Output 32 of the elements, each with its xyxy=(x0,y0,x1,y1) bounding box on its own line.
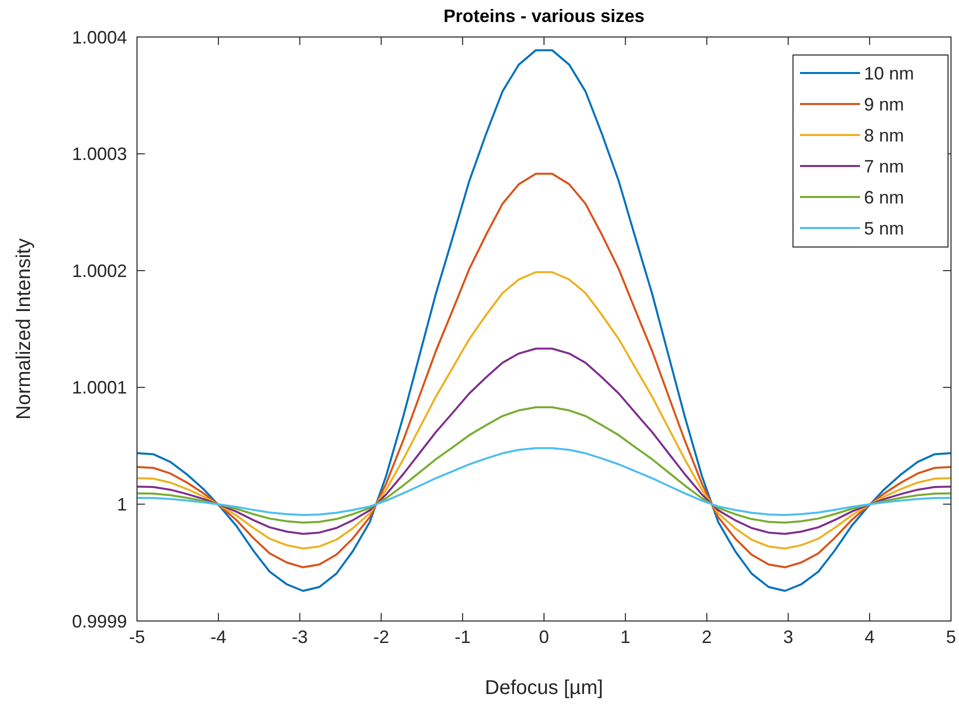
y-tick-label: 1.0002 xyxy=(72,260,127,281)
x-tick-label: 5 xyxy=(946,627,956,647)
x-tick-label: -3 xyxy=(292,627,308,647)
x-tick-label: 1 xyxy=(620,627,630,647)
line-series xyxy=(137,406,951,524)
y-tick-label: 1 xyxy=(116,494,127,514)
x-axis-title: Defocus [µm] xyxy=(484,677,604,699)
x-tick-label: 2 xyxy=(702,627,712,647)
x-tick-label: 4 xyxy=(864,627,875,647)
line-series xyxy=(137,348,951,535)
x-tick-label: 0 xyxy=(538,627,550,647)
y-tick-label: 1.0004 xyxy=(72,27,127,48)
x-tick-label: -4 xyxy=(210,627,226,647)
x-tick-label: -5 xyxy=(128,627,146,647)
legend-label: 7 nm xyxy=(864,156,904,176)
x-tick-label: -2 xyxy=(373,627,390,647)
legend-label: 6 nm xyxy=(864,187,904,208)
x-tick-label: -1 xyxy=(454,627,471,647)
line-series xyxy=(137,172,951,568)
x-tick-label: 3 xyxy=(783,627,794,647)
y-tick-label: 0.9999 xyxy=(72,611,127,632)
chart-title: Proteins - various sizes xyxy=(443,6,645,26)
line-series xyxy=(137,49,951,592)
legend-label: 5 nm xyxy=(864,218,904,238)
legend-label: 10 nm xyxy=(864,63,914,84)
line-series xyxy=(137,447,951,516)
legend-label: 8 nm xyxy=(864,125,904,146)
legend-label: 9 nm xyxy=(864,94,904,114)
y-tick-label: 1.0001 xyxy=(72,378,127,398)
line-series xyxy=(137,271,951,550)
y-axis-title: Normalized Intensity xyxy=(13,238,35,420)
y-tick-label: 1.0003 xyxy=(72,144,127,164)
